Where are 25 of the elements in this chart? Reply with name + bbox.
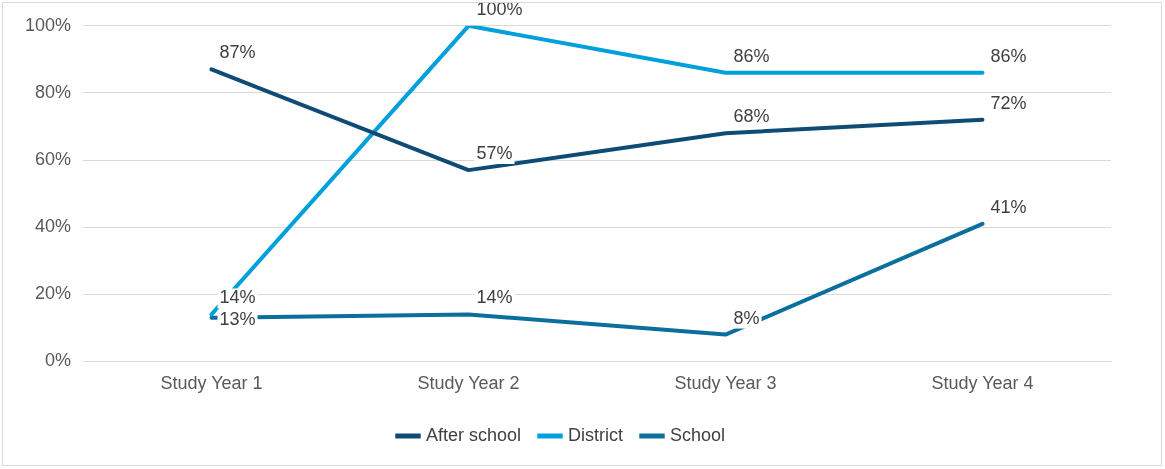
data-label: 86% [990,45,1027,66]
data-label: 41% [990,196,1027,217]
data-label: 13% [219,308,256,329]
data-label: 86% [733,45,770,66]
legend-label: School [670,424,726,445]
data-label: 14% [476,287,513,308]
data-label: 14% [219,287,256,308]
y-tick-label: 100% [24,14,72,35]
data-label: 68% [733,106,770,127]
data-label: 72% [990,92,1027,113]
x-tick-label: Study Year 2 [417,373,520,394]
y-tick-label: 0% [45,350,72,371]
x-tick-label: Study Year 3 [674,373,777,394]
data-label: 57% [476,143,513,164]
legend-label: After school [425,424,522,445]
x-tick-label: Study Year 4 [931,373,1034,394]
data-label: 87% [219,42,256,63]
y-tick-label: 20% [35,283,72,304]
y-tick-label: 80% [35,81,72,102]
legend-label: District [568,424,624,445]
data-label: 8% [733,307,760,328]
data-label: 100% [476,0,523,19]
x-tick-label: Study Year 1 [160,373,263,394]
y-tick-label: 40% [35,216,72,237]
y-tick-label: 60% [35,149,72,170]
